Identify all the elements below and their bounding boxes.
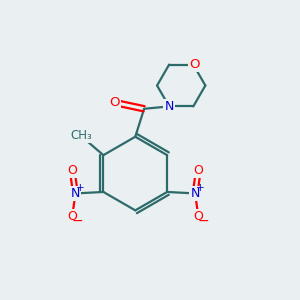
Text: O: O xyxy=(193,210,203,223)
Text: O: O xyxy=(193,164,203,177)
Text: +: + xyxy=(196,183,204,194)
Text: −: − xyxy=(72,214,84,228)
Text: N: N xyxy=(164,100,174,113)
Text: O: O xyxy=(110,95,120,109)
Text: O: O xyxy=(190,58,200,71)
Text: O: O xyxy=(68,210,77,223)
Text: +: + xyxy=(76,183,85,194)
Text: CH₃: CH₃ xyxy=(70,129,92,142)
Text: −: − xyxy=(198,214,209,228)
Text: N: N xyxy=(190,187,200,200)
Text: N: N xyxy=(71,187,80,200)
Text: O: O xyxy=(68,164,77,177)
